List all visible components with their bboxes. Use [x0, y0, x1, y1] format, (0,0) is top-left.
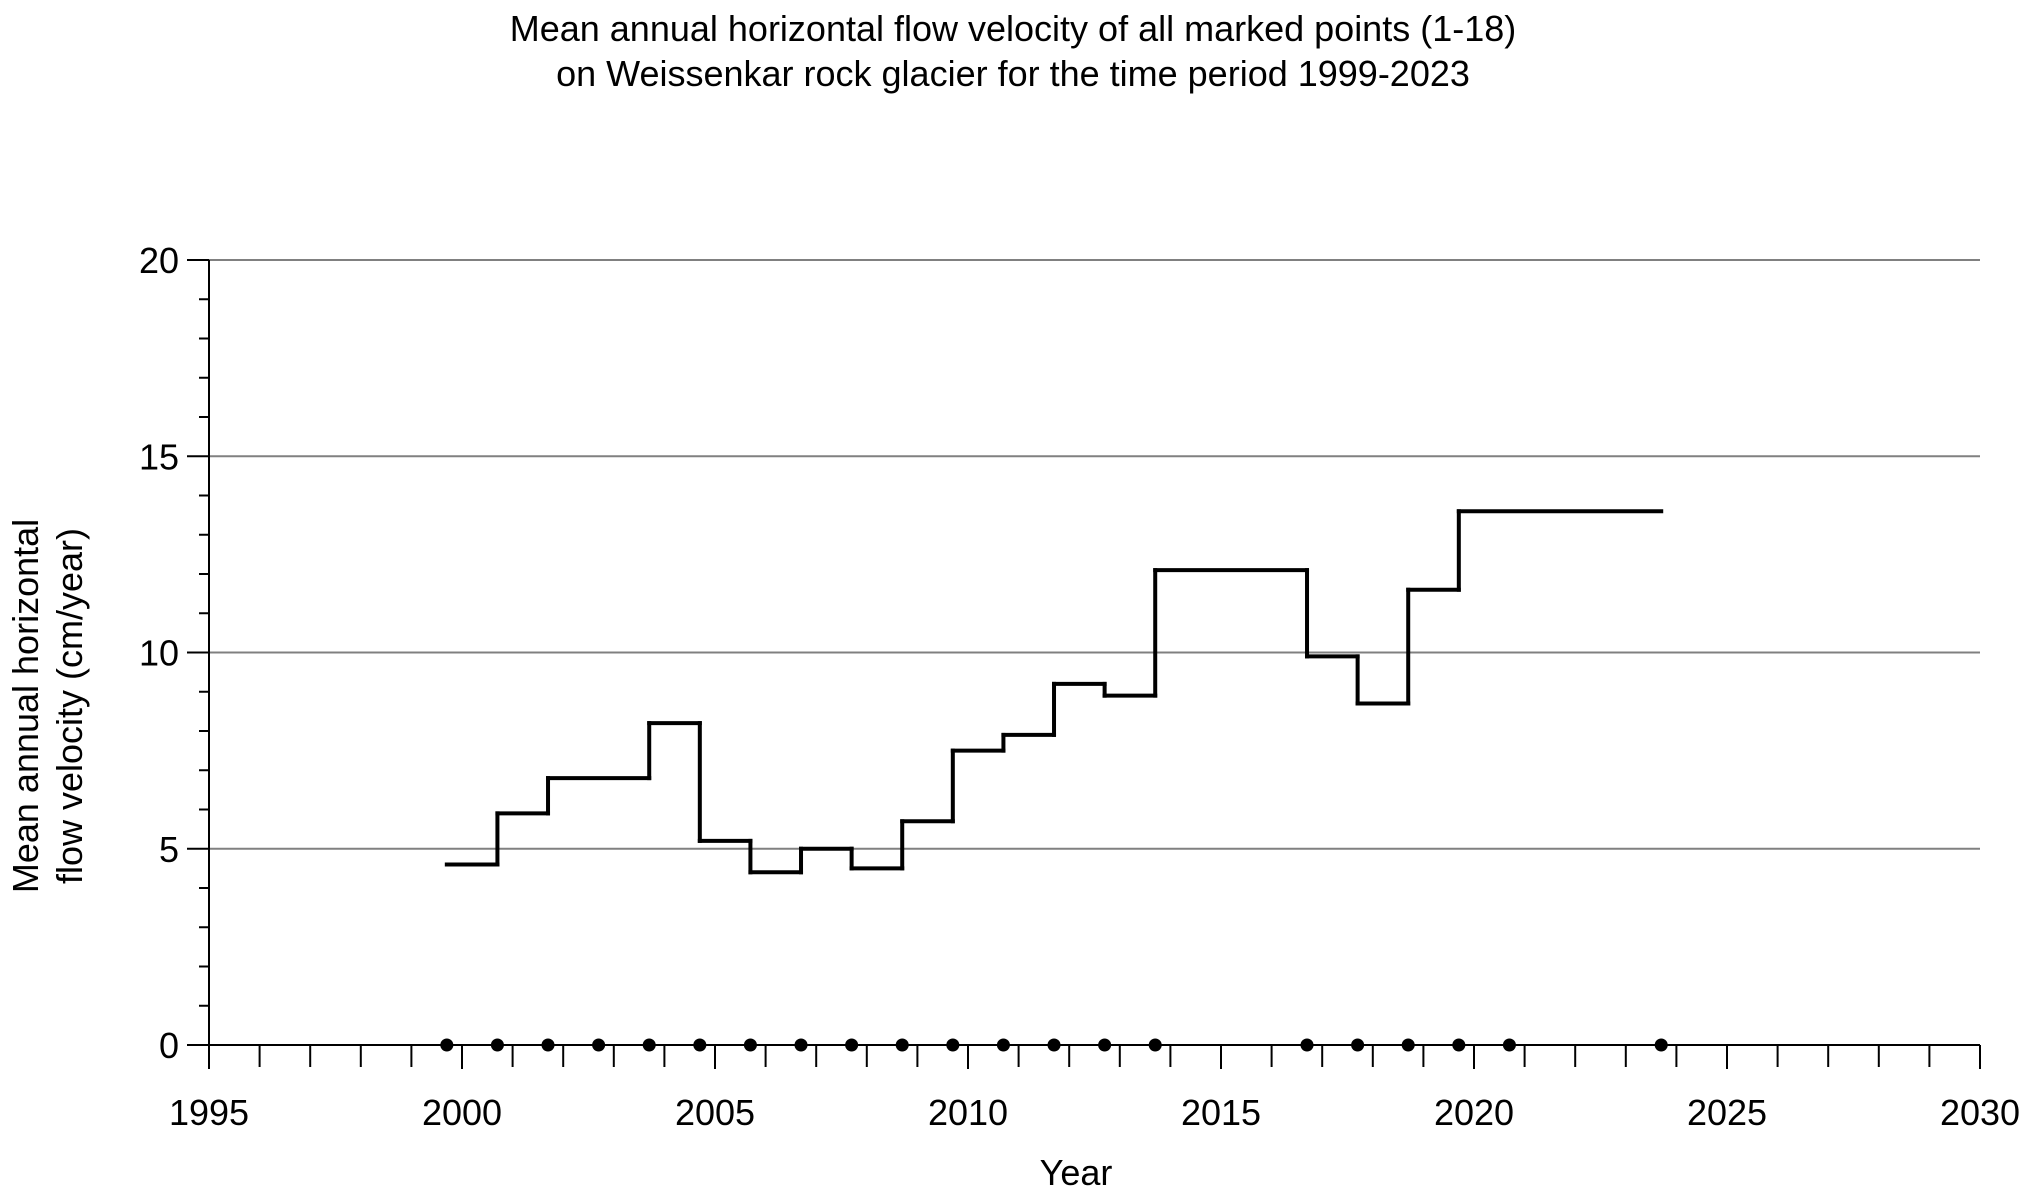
y-tick-label-10: 10	[139, 633, 179, 674]
chart-title-line-2: on Weissenkar rock glacier for the time …	[556, 53, 1470, 94]
x-tick-label-2015: 2015	[1181, 1092, 1261, 1133]
measurement-point-13	[1098, 1038, 1112, 1052]
measurement-point-9	[895, 1038, 909, 1052]
x-tick-label-2010: 2010	[928, 1092, 1008, 1133]
y-axis-label-line-2: flow velocity (cm/year)	[49, 528, 90, 884]
x-tick-label-2000: 2000	[422, 1092, 502, 1133]
y-tick-label-15: 15	[139, 436, 179, 477]
measurement-point-12	[1047, 1038, 1061, 1052]
measurement-point-14	[1148, 1038, 1162, 1052]
x-tick-label-2025: 2025	[1687, 1092, 1767, 1133]
x-tick-label-2030: 2030	[1940, 1092, 2020, 1133]
y-axis-label-line-1: Mean annual horizontal	[5, 519, 46, 893]
y-tick-label-20: 20	[139, 240, 179, 281]
measurement-point-19	[1502, 1038, 1516, 1052]
measurement-point-16	[1351, 1038, 1365, 1052]
measurement-point-0	[440, 1038, 454, 1052]
axis-layer	[187, 259, 1981, 1069]
chart-title-line-1: Mean annual horizontal flow velocity of …	[509, 8, 1517, 49]
measurement-point-10	[946, 1038, 960, 1052]
measurement-point-11	[996, 1038, 1010, 1052]
measurement-point-5	[693, 1038, 707, 1052]
x-tick-label-2005: 2005	[675, 1092, 755, 1133]
measurement-point-17	[1401, 1038, 1415, 1052]
measurement-point-1	[490, 1038, 504, 1052]
chart-title: Mean annual horizontal flow velocity of …	[0, 6, 2026, 96]
measurement-point-6	[743, 1038, 757, 1052]
measurement-point-20	[1654, 1038, 1668, 1052]
grid-layer	[209, 259, 1980, 850]
measurement-point-3	[592, 1038, 606, 1052]
series-layer	[444, 509, 1664, 875]
measurement-point-2	[541, 1038, 555, 1052]
measurement-point-8	[845, 1038, 859, 1052]
points-layer	[440, 1038, 1668, 1052]
measurement-point-15	[1300, 1038, 1314, 1052]
measurement-point-4	[642, 1038, 656, 1052]
measurement-point-18	[1452, 1038, 1466, 1052]
y-tick-label-5: 5	[159, 829, 179, 870]
y-tick-label-0: 0	[159, 1025, 179, 1066]
label-layer: 0 5 10 15 20 1995 2000 2005 2010 2015 2020 2025 2030	[139, 240, 2020, 1133]
x-tick-label-1995: 1995	[169, 1092, 249, 1133]
measurement-point-7	[794, 1038, 808, 1052]
x-axis-label: Year	[1040, 1152, 1113, 1193]
x-tick-label-2020: 2020	[1434, 1092, 1514, 1133]
